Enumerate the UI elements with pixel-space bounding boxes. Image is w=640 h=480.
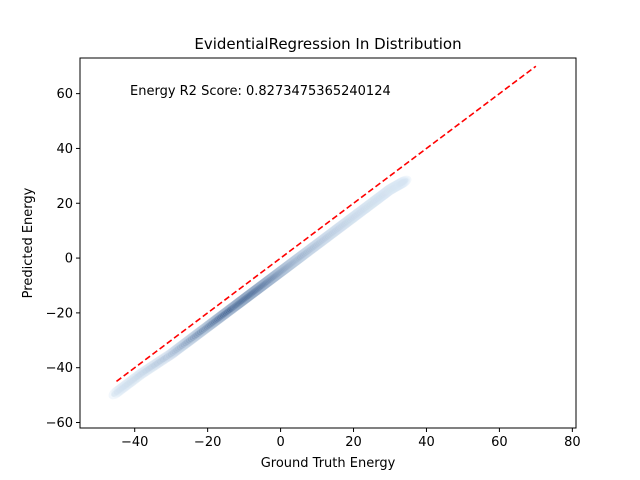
- x-tick-label: 60: [491, 435, 508, 450]
- y-tick-label: 40: [56, 142, 73, 157]
- x-axis-label: Ground Truth Energy: [261, 456, 396, 471]
- x-tick-label: 80: [564, 435, 581, 450]
- y-tick-label: 20: [56, 197, 73, 212]
- reference-line-layer: [115, 65, 537, 383]
- identity-reference-line: [115, 65, 537, 383]
- x-axis-ticks: −40 −20 0 20 40 60 80: [121, 428, 581, 450]
- y-tick-label: −60: [46, 416, 73, 431]
- x-tick-label: −20: [194, 435, 221, 450]
- density-blob: [397, 178, 409, 187]
- axes-frame: [79, 57, 577, 429]
- x-tick-label: 40: [418, 435, 435, 450]
- y-tick-label: 60: [56, 87, 73, 102]
- y-tick-label: 0: [65, 252, 73, 267]
- x-tick-label: 0: [276, 435, 284, 450]
- density-layer: [108, 175, 412, 400]
- y-axis-ticks: −60 −40 −20 0 20 40 60: [46, 87, 80, 431]
- x-tick-label: −40: [121, 435, 148, 450]
- y-axis-label: Predicted Energy: [21, 187, 36, 298]
- y-tick-label: −20: [46, 306, 73, 321]
- r2-score-annotation: Energy R2 Score: 0.8273475365240124: [130, 84, 391, 99]
- chart-title: EvidentialRegression In Distribution: [194, 35, 461, 53]
- x-tick-label: 20: [345, 435, 362, 450]
- y-tick-label: −40: [46, 361, 73, 376]
